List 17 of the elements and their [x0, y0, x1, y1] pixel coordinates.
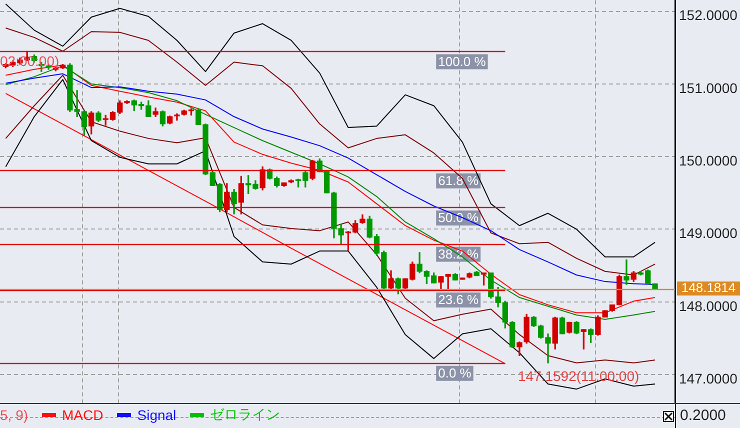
annotation: 23.6 %	[438, 292, 480, 308]
y-tick-label: 151.0000	[679, 80, 738, 96]
annotation: 50.0 %	[438, 210, 480, 226]
legend-label: MACD	[62, 407, 104, 423]
y-tick-label: 147.0000	[679, 370, 738, 386]
annotation: 61.8 %	[438, 172, 480, 188]
y-tick-label: 150.0000	[679, 152, 738, 168]
y-tick-label: 152.0000	[679, 7, 738, 24]
annotation: 100.0 %	[438, 54, 486, 69]
text: 0.2000	[680, 407, 726, 424]
legend-label: Signal	[137, 407, 176, 423]
y-tick-label: 149.0000	[679, 225, 738, 242]
legend-label: ゼロライン	[210, 406, 280, 424]
text: 5, 9)	[0, 407, 28, 423]
annotation: 0.0 %	[438, 365, 472, 380]
ref-line-label: 148.1814	[681, 280, 736, 296]
y-tick-label: 148.0000	[679, 298, 738, 314]
